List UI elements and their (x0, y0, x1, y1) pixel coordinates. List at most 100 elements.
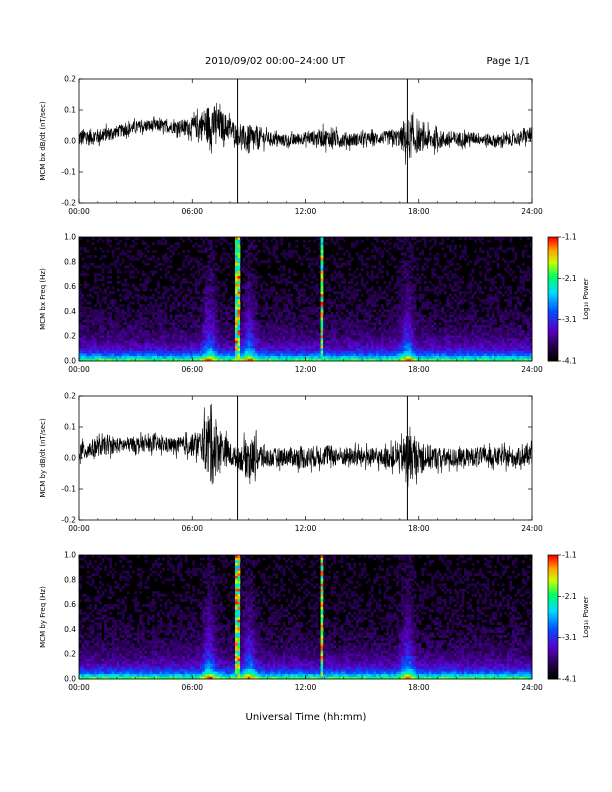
spectrogram-cell (411, 296, 415, 300)
spectrogram-cell (194, 327, 198, 331)
spectrogram-cell (84, 324, 87, 328)
spectrogram-cell (204, 353, 208, 357)
spectrogram-cell (386, 355, 389, 359)
spectrogram-cell (421, 296, 425, 300)
spectrogram-cell (247, 288, 251, 292)
spectrogram-cell (491, 332, 495, 336)
spectrogram-cell (104, 353, 107, 357)
spectrogram-cell (358, 324, 362, 328)
spectrogram-cell (461, 355, 465, 359)
spectrogram-cell (456, 348, 460, 351)
spectrogram-cell (373, 291, 377, 295)
spectrogram-cell (267, 317, 271, 320)
spectrogram-cell (471, 283, 475, 287)
spectrogram-cell (207, 335, 211, 339)
spectrogram-cell (333, 327, 336, 331)
spectrogram-cell (101, 255, 105, 258)
spectrogram-cell (209, 268, 213, 271)
spectrogram-cell (416, 268, 420, 271)
spectrogram-cell (433, 317, 437, 320)
spectrogram-cell (330, 358, 334, 362)
spectrogram-cell (343, 314, 347, 318)
spectrogram-cell (192, 265, 196, 269)
spectrogram-cell (237, 345, 241, 349)
spectrogram-cell (383, 324, 387, 328)
spectrogram-cell (106, 249, 110, 253)
spectrogram-cell (353, 270, 357, 274)
spectrogram-cell (141, 260, 145, 264)
spectrogram-cell (199, 345, 203, 349)
spectrogram-cell (375, 348, 379, 351)
spectrogram-cell (134, 293, 138, 297)
spectrogram-cell (370, 340, 374, 344)
spectrogram-cell (469, 306, 472, 310)
spectrogram-cell (388, 309, 392, 313)
spectrogram-cell (240, 311, 243, 315)
spectrogram-cell (204, 299, 208, 302)
spectrogram-cell (300, 301, 304, 305)
spectrogram-cell (144, 358, 148, 362)
spectrogram-cell (285, 355, 289, 359)
spectrogram-cell (416, 247, 420, 251)
spectrogram-cell (252, 337, 256, 341)
spectrogram-cell (348, 327, 352, 331)
spectrogram-cell (194, 304, 198, 308)
spectrogram-cell (237, 342, 241, 346)
spectrogram-cell (310, 280, 314, 284)
spectrogram-cell (189, 291, 193, 295)
spectrogram-cell (413, 337, 417, 341)
spectrogram-cell (159, 353, 163, 357)
spectrogram-cell (348, 342, 352, 346)
spectrogram-cell (106, 242, 110, 246)
spectrogram-cell (401, 257, 404, 261)
spectrogram-cell (423, 358, 427, 362)
spectrogram-cell (431, 350, 435, 354)
spectrogram-cell (469, 348, 472, 351)
spectrogram-cell (413, 330, 417, 333)
spectrogram-cell (144, 353, 148, 357)
spectrogram-cell (431, 268, 435, 271)
spectrogram-cell (486, 335, 490, 339)
spectrogram-cell (318, 296, 321, 300)
spectrogram-cell (260, 260, 264, 264)
spectrogram-cell (381, 335, 384, 339)
spectrogram-cell (436, 291, 440, 295)
spectrogram-cell (350, 324, 354, 328)
spectrogram-cell (129, 348, 133, 351)
spectrogram-cell (109, 239, 113, 243)
spectrogram-cell (411, 324, 415, 328)
spectrogram-cell (333, 342, 336, 346)
spectrogram-cell (474, 309, 477, 313)
spectrogram-cell (96, 317, 100, 320)
spectrogram-cell (320, 288, 324, 292)
spectrogram-cell (318, 319, 321, 323)
spectrogram-cell (114, 332, 118, 336)
spectrogram-cell (189, 257, 193, 261)
spectrogram-cell (280, 237, 284, 240)
spectrogram-cell (86, 324, 90, 328)
spectrogram-cell (388, 314, 392, 318)
spectrogram-cell (260, 355, 264, 359)
spectrogram-cell (486, 293, 490, 297)
spectrogram-cell (124, 296, 128, 300)
spectrogram-cell (267, 314, 271, 318)
spectrogram-cell (237, 249, 241, 253)
spectrogram-cell (139, 249, 143, 253)
spectrogram-cell (479, 286, 482, 289)
spectrogram-cell (416, 265, 420, 269)
spectrogram-cell (106, 350, 110, 354)
spectrogram-cell (119, 299, 123, 302)
spectrogram-cell (187, 330, 191, 333)
spectrogram-cell (403, 345, 407, 349)
spectrogram-cell (375, 358, 379, 362)
spectrogram-cell (343, 324, 347, 328)
spectrogram-cell (162, 317, 165, 320)
spectrogram-cell (330, 314, 334, 318)
spectrogram-cell (189, 280, 193, 284)
spectrogram-cell (365, 319, 369, 323)
spectrogram-cell (386, 330, 389, 333)
spectrogram-cell (292, 330, 296, 333)
spectrogram-cell (162, 293, 165, 297)
spectrogram-cell (313, 355, 316, 359)
spectrogram-cell (207, 262, 211, 266)
